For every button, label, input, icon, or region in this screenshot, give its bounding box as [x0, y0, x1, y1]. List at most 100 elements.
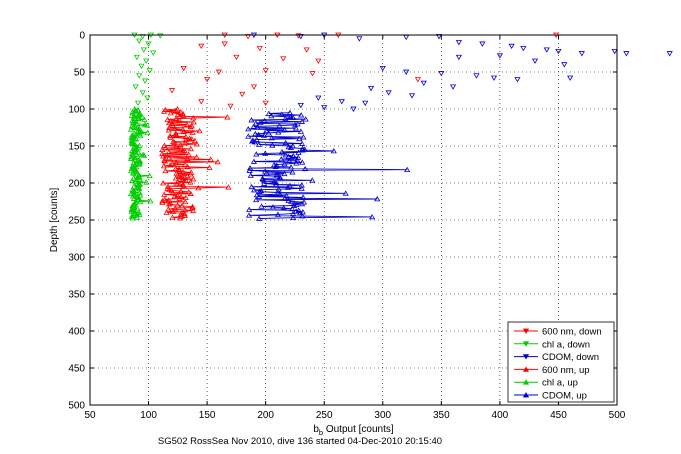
data-point [294, 156, 301, 163]
data-point [165, 201, 173, 207]
data-point [268, 113, 275, 119]
data-point [166, 124, 173, 131]
data-point [251, 139, 258, 145]
data-point [298, 200, 306, 207]
data-point [147, 198, 154, 204]
series-cdom-up [245, 109, 411, 221]
data-point [321, 105, 328, 111]
data-point [136, 131, 143, 137]
data-point [215, 69, 222, 75]
data-point [135, 185, 142, 191]
data-point [128, 112, 135, 118]
data-point [179, 110, 187, 117]
data-point [128, 155, 135, 161]
data-point [173, 132, 180, 138]
data-point [140, 47, 147, 53]
y-axis-label: Depth [counts] [49, 188, 60, 253]
data-point [297, 128, 304, 134]
x-tick-label: 200 [257, 410, 274, 421]
data-point [256, 46, 263, 52]
data-point [252, 130, 259, 137]
data-point [136, 38, 143, 44]
data-point [282, 139, 289, 146]
y-tick-label: 0 [79, 31, 85, 42]
data-point [146, 68, 153, 74]
data-point [185, 151, 192, 157]
data-point [135, 115, 142, 122]
data-point [291, 155, 298, 161]
legend-marker [522, 379, 530, 385]
data-point [131, 113, 138, 119]
data-point [181, 211, 188, 217]
legend-label: 600 nm, up [542, 365, 590, 376]
data-point [187, 123, 194, 130]
data-point [276, 191, 283, 197]
data-point [177, 109, 184, 115]
data-point [129, 215, 136, 221]
series-chl-a-down [131, 32, 164, 107]
data-point [180, 168, 187, 174]
data-point [356, 36, 363, 42]
data-point [187, 179, 194, 185]
data-point [131, 143, 138, 149]
data-point [297, 209, 304, 216]
data-point [260, 178, 268, 184]
data-point [206, 164, 213, 170]
data-point [282, 152, 289, 158]
data-point [137, 198, 144, 205]
data-point [169, 160, 176, 166]
data-point [250, 187, 258, 193]
data-point [171, 139, 178, 145]
data-point [286, 109, 293, 116]
data-point [144, 129, 151, 135]
data-point [338, 99, 345, 105]
data-point [127, 167, 135, 174]
data-point [289, 205, 296, 212]
data-point [253, 151, 260, 157]
data-point [185, 189, 192, 195]
data-point [138, 63, 145, 70]
data-point [131, 130, 138, 136]
data-point [128, 154, 135, 160]
data-point [245, 126, 252, 132]
data-point [299, 159, 306, 165]
data-point [182, 198, 189, 205]
data-point [289, 169, 296, 175]
data-point [167, 162, 174, 168]
data-point [204, 77, 211, 83]
data-point [146, 172, 153, 179]
data-point [269, 142, 276, 148]
data-point [128, 208, 135, 214]
data-point [303, 47, 310, 53]
data-point [184, 155, 191, 161]
data-point [166, 132, 174, 139]
data-point [134, 128, 142, 134]
data-point [140, 151, 147, 157]
data-point [176, 215, 184, 221]
data-point [159, 198, 166, 204]
data-point [144, 122, 151, 128]
data-point [179, 150, 186, 156]
data-point [292, 125, 300, 131]
data-point [623, 51, 630, 57]
data-point [520, 46, 527, 52]
data-point [294, 121, 301, 127]
data-point [247, 172, 254, 178]
data-point [131, 166, 138, 172]
data-point [163, 209, 170, 215]
data-point [168, 88, 176, 94]
data-point [160, 153, 167, 159]
data-point [315, 95, 322, 101]
data-point [136, 161, 143, 167]
data-point [250, 158, 258, 164]
legend-label: CDOM, up [542, 391, 587, 402]
data-point [287, 164, 295, 170]
x-tick-label: 450 [550, 410, 567, 421]
data-point [132, 178, 139, 184]
data-point [248, 117, 255, 123]
data-point [299, 194, 307, 200]
data-point [350, 106, 357, 112]
data-point [276, 174, 284, 181]
data-point [172, 175, 179, 181]
data-point [291, 200, 298, 206]
